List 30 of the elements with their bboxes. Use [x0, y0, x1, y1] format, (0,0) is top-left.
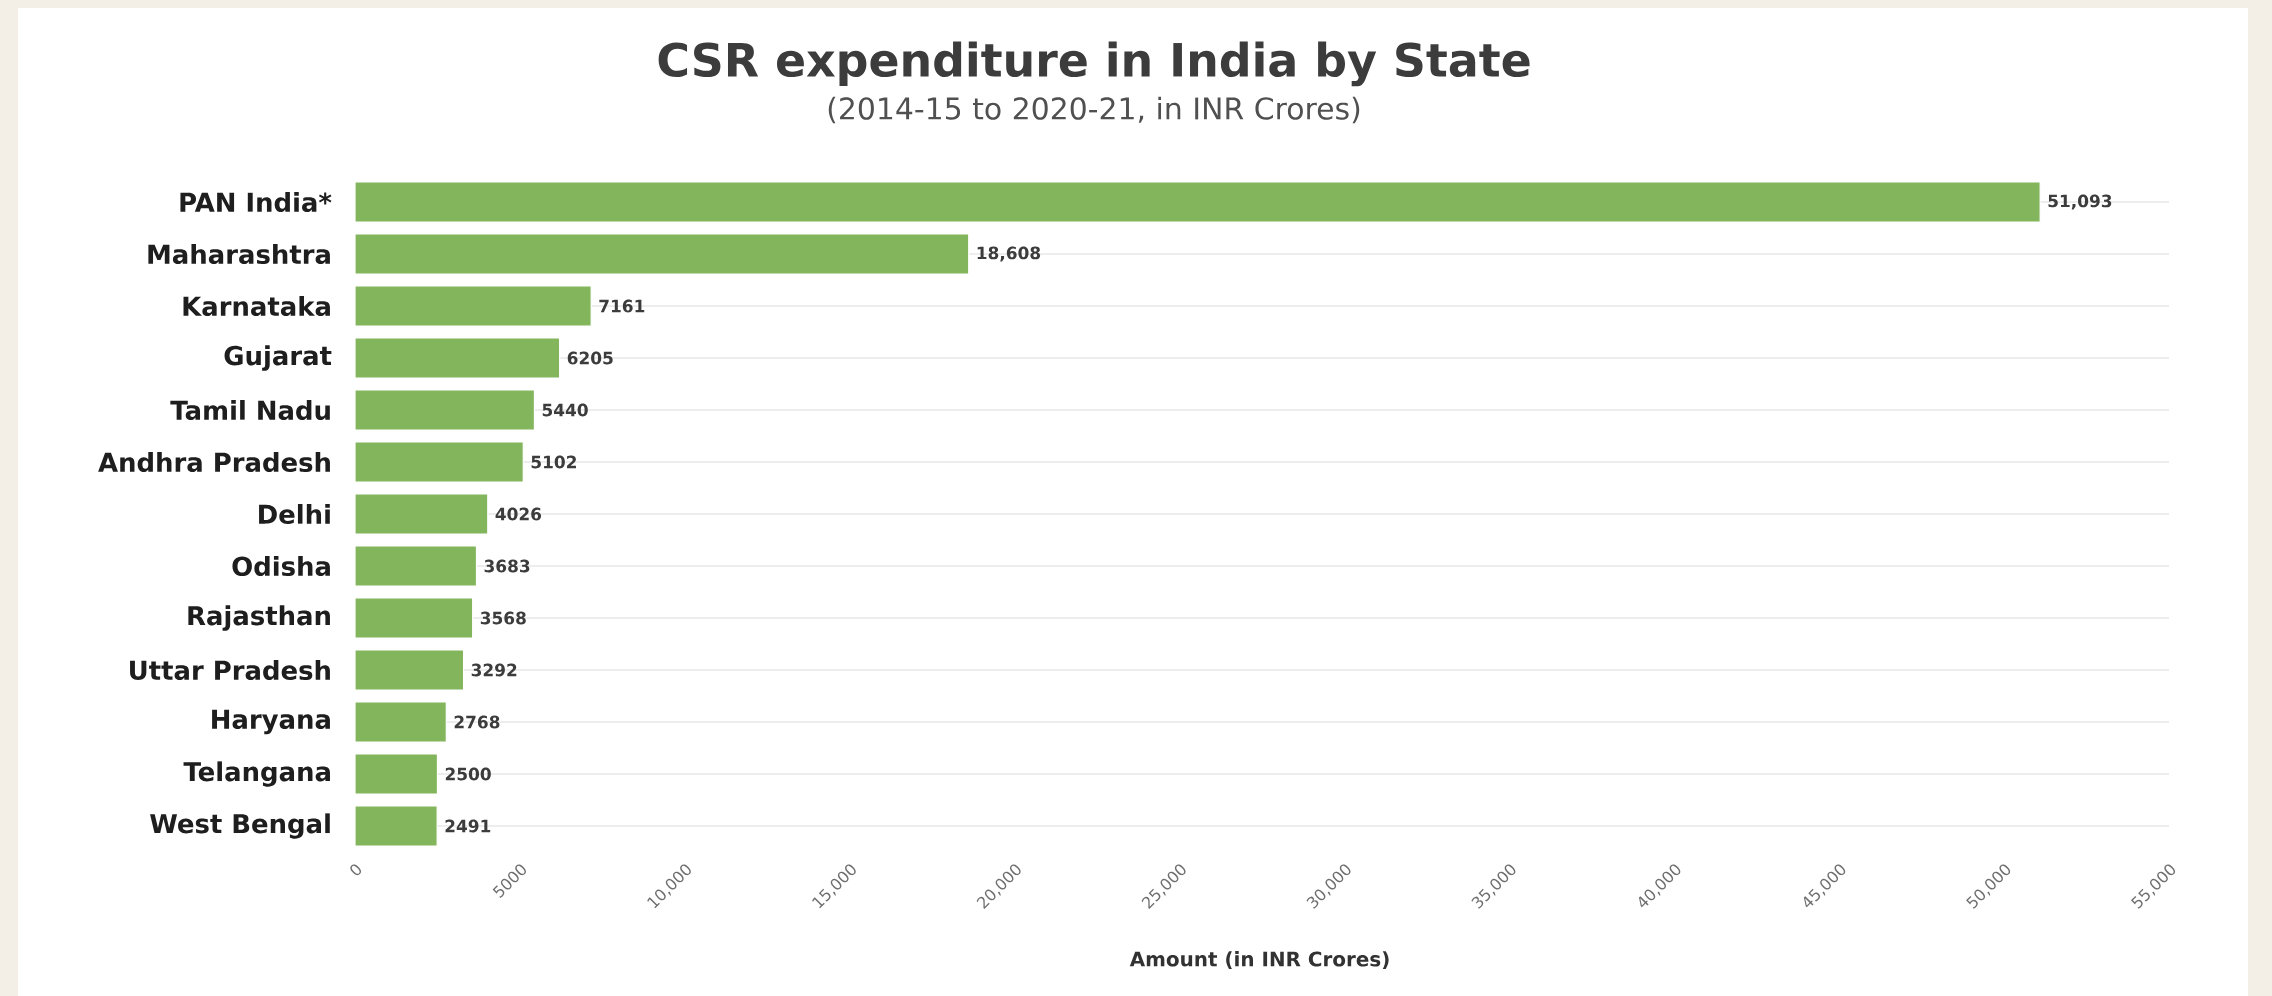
y-tick-label: Maharashtra — [148, 243, 330, 265]
y-tick-label: Haryana — [212, 709, 330, 735]
chart-subtitle: (2014-15 to 2020-21, in INR Crores) — [828, 96, 1360, 124]
data-label: 7161 — [599, 299, 645, 313]
y-tick-label: West Bengal — [150, 813, 330, 839]
y-tick-label: Andhra Pradesh — [98, 451, 330, 473]
data-label: 5102 — [531, 455, 576, 469]
y-tick-label: PAN India* — [180, 191, 332, 213]
data-label: 18,608 — [977, 246, 1041, 262]
data-label: 2491 — [445, 819, 491, 833]
y-tick-label: Rajasthan — [188, 605, 330, 631]
data-label: 5440 — [542, 403, 588, 417]
data-label: 51,093 — [2048, 194, 2112, 210]
x-tick-label: 0 — [350, 864, 362, 876]
y-tick-label: Karnataka — [183, 295, 330, 317]
x-axis-title: Amount (in INR Crores) — [1129, 951, 1389, 969]
y-tick-label: Gujarat — [224, 345, 332, 371]
y-tick-label: Telangana — [183, 761, 330, 787]
y-tick-label: Tamil Nadu — [170, 399, 330, 421]
y-tick-label: Odisha — [232, 555, 330, 577]
data-label: 2768 — [454, 715, 500, 729]
data-label: 3292 — [471, 663, 517, 677]
data-label: 4026 — [495, 507, 542, 521]
y-tick-label: Delhi — [259, 503, 330, 525]
data-label: 3568 — [480, 611, 526, 625]
data-label: 3683 — [484, 559, 530, 573]
data-label: 2500 — [445, 767, 491, 781]
data-label: 6205 — [567, 351, 613, 365]
y-tick-label: Uttar Pradesh — [130, 659, 330, 681]
chart-title: CSR expenditure in India by State — [658, 41, 1530, 87]
